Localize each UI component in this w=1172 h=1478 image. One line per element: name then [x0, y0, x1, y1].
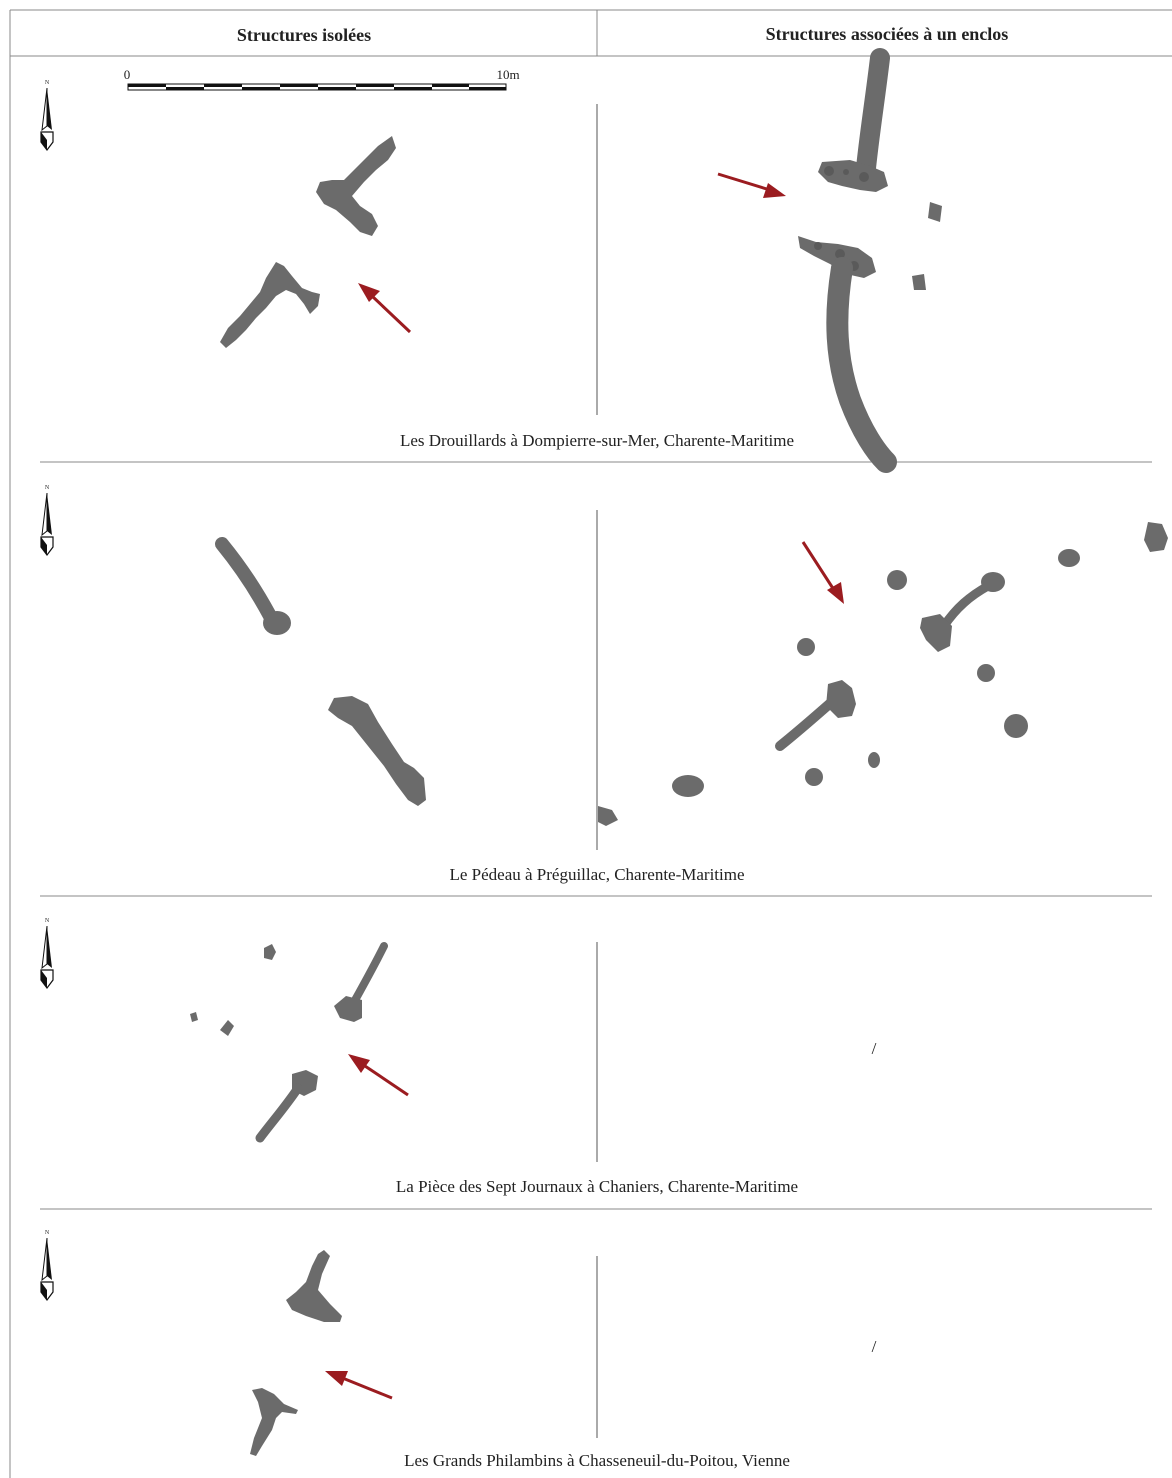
header-isolated: Structures isolées	[237, 25, 371, 45]
north-label: N	[45, 80, 50, 86]
site-3-isolated-features	[190, 942, 388, 1143]
site-3-caption: La Pièce des Sept Journaux à Chaniers, C…	[396, 1177, 798, 1196]
north-arrow-icon: N	[40, 485, 54, 556]
site-1-caption: Les Drouillards à Dompierre-sur-Mer, Cha…	[400, 431, 794, 450]
site-2-caption: Le Pédeau à Préguillac, Charente-Maritim…	[449, 865, 744, 884]
north-label: N	[45, 1230, 50, 1236]
site-2-enclosure-features	[598, 522, 1168, 826]
header-enclosure: Structures associées à un enclos	[766, 24, 1009, 44]
site-4-arrow-icon	[325, 1371, 393, 1400]
site-4-caption: Les Grands Philambins à Chasseneuil-du-P…	[404, 1451, 790, 1470]
scale-start-label: 0	[124, 67, 131, 82]
north-label: N	[45, 485, 50, 491]
north-arrow-icon: N	[40, 918, 54, 989]
site-3-right-placeholder: /	[872, 1039, 877, 1058]
site-1-isolated-features	[220, 136, 396, 348]
scale-end-label: 10m	[496, 67, 519, 82]
site-1-enclosure-features	[798, 48, 942, 473]
site-3-arrow-icon	[348, 1054, 409, 1097]
site-4-isolated-features	[250, 1250, 342, 1456]
north-arrow-icon: N	[40, 1230, 54, 1301]
site-1-arrow-icon	[358, 283, 412, 334]
north-arrow-icon: N	[40, 80, 54, 151]
scale-bar: 0 10m	[124, 67, 520, 91]
site-4-right-placeholder: /	[872, 1337, 877, 1356]
site-1-enclosure-arrow-icon	[717, 172, 786, 198]
site-2-enclosure-arrow-icon	[801, 541, 844, 604]
site-2-isolated-features	[215, 537, 426, 806]
north-label: N	[45, 918, 50, 924]
